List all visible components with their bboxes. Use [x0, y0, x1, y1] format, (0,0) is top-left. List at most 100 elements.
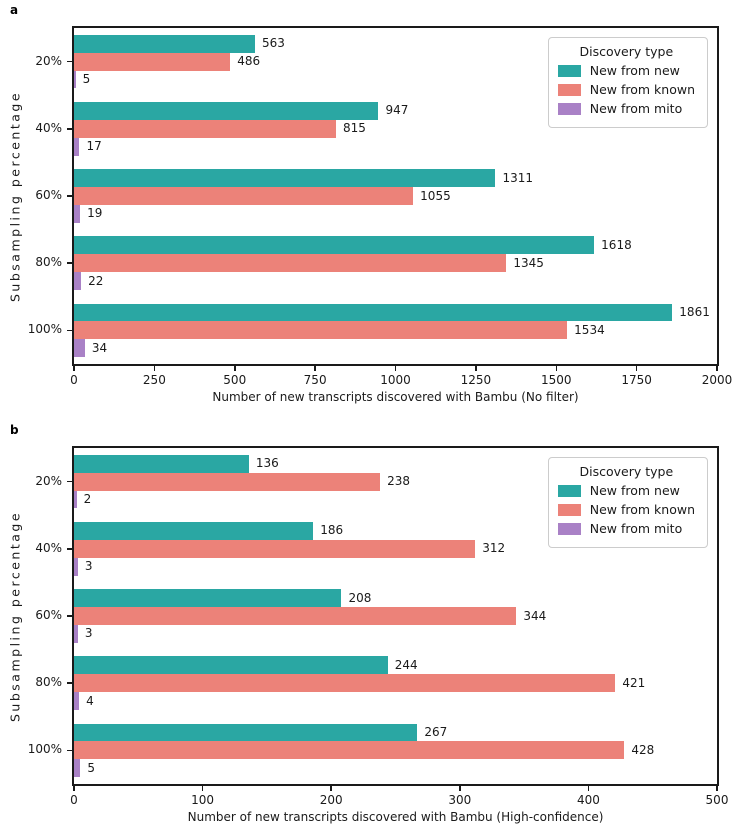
bar-new-from-new — [74, 303, 673, 322]
panel-b: b Subsampling percentage 136 238 2 186 312 3 2… — [0, 420, 737, 839]
legend-swatch-new-from-new — [557, 64, 581, 77]
bar-value-label: 5 — [87, 760, 96, 775]
x-tick-label: 2000 — [701, 373, 733, 387]
bar-new-from-mito — [74, 137, 80, 156]
x-tick-label: 1500 — [540, 373, 572, 387]
y-tick-label: 60% — [35, 188, 62, 202]
legend-swatch-new-from-new — [557, 484, 581, 497]
x-tick-mark — [330, 786, 332, 791]
y-tick-label: 80% — [35, 255, 62, 270]
x-axis-label: Number of new transcripts discovered wit… — [187, 810, 604, 824]
x-tick-label: 250 — [142, 373, 166, 387]
x-tick-mark — [635, 366, 638, 371]
bar-value-label: 947 — [385, 103, 409, 118]
x-tick-mark — [716, 786, 718, 791]
bar-value-label: 208 — [348, 590, 372, 605]
x-tick-label: 300 — [448, 793, 472, 807]
legend-label: New from new — [589, 63, 680, 78]
legend-label: New from mito — [589, 101, 683, 116]
bar-value-label: 1534 — [574, 322, 605, 337]
bar-value-label: 1311 — [502, 170, 534, 185]
bar-new-from-new — [74, 454, 249, 473]
bar-new-from-new — [74, 589, 342, 608]
bar-value-label: 486 — [237, 54, 261, 69]
y-tick-mark — [67, 480, 72, 483]
y-tick-mark — [67, 128, 72, 130]
legend-label: New from known — [589, 82, 695, 97]
y-tick-label: 100% — [27, 322, 62, 337]
bar-value-label: 421 — [622, 675, 646, 690]
x-tick-label: 1750 — [621, 373, 652, 387]
x-tick-label: 200 — [319, 793, 343, 807]
legend-swatch-new-from-known — [557, 83, 581, 96]
x-tick-label: 0 — [70, 793, 78, 807]
bar-value-label: 3 — [84, 559, 93, 574]
x-tick-mark — [459, 786, 461, 791]
bar-new-from-new — [74, 236, 595, 255]
bar-value-label: 136 — [255, 456, 279, 471]
legend-label: New from known — [589, 502, 695, 517]
y-tick-label: 60% — [35, 608, 62, 622]
bar-value-label: 22 — [88, 273, 104, 288]
x-tick-label: 0 — [70, 373, 78, 387]
bar-value-label: 3 — [84, 626, 93, 641]
bar-new-from-known — [74, 472, 381, 491]
bar-new-from-mito — [74, 204, 81, 223]
legend-entry: New from known — [557, 502, 695, 517]
bar-new-from-known — [74, 674, 616, 693]
bar-new-from-mito — [74, 557, 78, 576]
x-tick-label: 100 — [191, 793, 215, 807]
bar-value-label: 1345 — [513, 255, 544, 270]
legend: Discovery type New from new New from known… — [547, 457, 708, 548]
bar-new-from-new — [74, 34, 255, 53]
legend: Discovery type New from new New from known… — [547, 37, 708, 128]
y-tick-mark — [67, 262, 72, 264]
x-tick-label: 400 — [576, 793, 600, 807]
legend-swatch-new-from-mito — [557, 522, 581, 535]
bar-value-label: 34 — [91, 340, 108, 355]
bar-value-label: 2 — [83, 492, 92, 507]
y-tick-mark — [67, 329, 72, 332]
bar-new-from-new — [74, 656, 388, 675]
legend-swatch-new-from-known — [557, 503, 581, 516]
bar-value-label: 238 — [387, 474, 410, 489]
legend-entry: New from mito — [557, 101, 695, 116]
bar-value-label: 815 — [343, 121, 366, 136]
bar-new-from-new — [74, 521, 314, 540]
legend-entry: New from new — [557, 483, 695, 498]
legend-title: Discovery type — [579, 44, 674, 59]
x-tick-mark — [555, 366, 557, 371]
panel-a: a Subsampling percentage 563 486 5 947 815 17… — [8, 3, 733, 404]
legend-swatch-new-from-mito — [557, 102, 581, 115]
bar-value-label: 186 — [320, 523, 344, 538]
bar-new-from-mito — [74, 339, 85, 358]
y-tick-label: 80% — [35, 675, 62, 690]
bar-new-from-known — [74, 741, 625, 760]
bar-value-label: 563 — [262, 36, 285, 51]
bar-value-label: 312 — [482, 541, 506, 556]
y-tick-mark — [67, 548, 72, 550]
bar-value-label: 4 — [86, 693, 94, 708]
legend-entry: New from new — [557, 63, 695, 78]
y-tick-mark — [67, 682, 72, 684]
x-tick-mark — [153, 366, 156, 371]
bar-new-from-known — [74, 254, 507, 273]
x-tick-mark — [73, 366, 75, 371]
y-tick-mark — [67, 615, 72, 617]
y-tick-label: 20% — [35, 53, 62, 68]
bar-new-from-known — [74, 321, 568, 340]
y-tick-mark — [67, 749, 72, 752]
bar-new-from-mito — [74, 272, 82, 291]
y-tick-label: 20% — [35, 473, 62, 488]
x-tick-mark — [314, 366, 316, 371]
panel-letter-a: a — [10, 3, 19, 17]
legend-label: New from new — [589, 483, 680, 498]
bar-value-label: 244 — [394, 657, 418, 672]
x-tick-mark — [587, 786, 590, 791]
bar-new-from-mito — [74, 624, 78, 643]
bar-value-label: 5 — [82, 72, 91, 87]
bar-new-from-known — [74, 187, 414, 205]
bar-value-label: 1055 — [420, 188, 451, 203]
bar-new-from-known — [74, 119, 337, 138]
x-tick-mark — [73, 786, 75, 791]
